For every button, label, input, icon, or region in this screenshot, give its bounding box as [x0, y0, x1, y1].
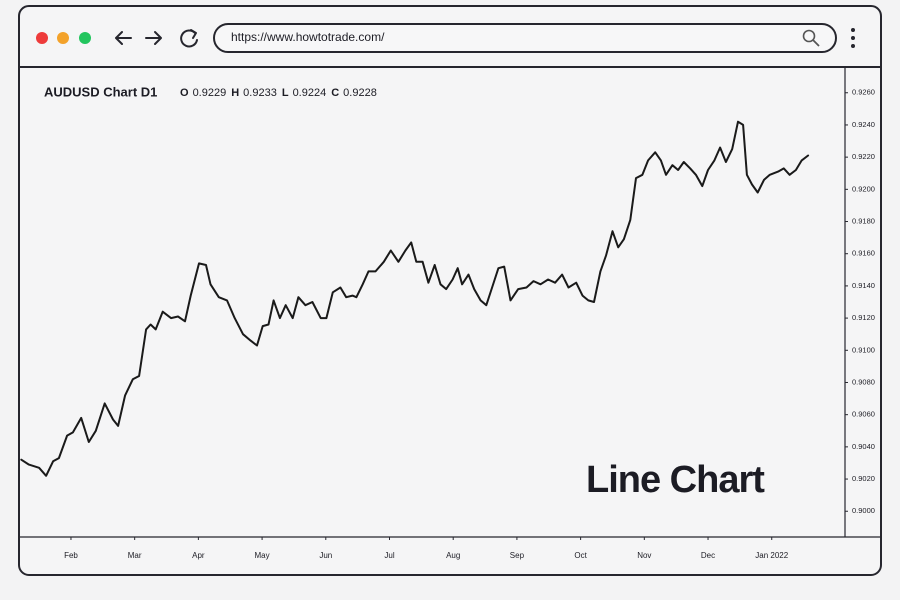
x-tick-label: Jul [384, 551, 394, 560]
forward-button[interactable] [145, 31, 162, 45]
chart-title: AUDUSD Chart D1 [44, 84, 157, 99]
y-tick-label: 0.9180 [852, 217, 875, 226]
ohlc-value: 0.9228 [343, 87, 377, 99]
search-lens [802, 29, 816, 43]
y-tick-label: 0.9240 [852, 120, 875, 129]
x-tick-label: Apr [192, 551, 205, 560]
x-tick-label: Jun [319, 551, 332, 560]
y-tick-label: 0.9260 [852, 88, 875, 97]
y-tick-label: 0.9120 [852, 313, 875, 322]
ohlc-value: 0.9229 [193, 87, 227, 99]
x-tick-label: Jan 2022 [755, 551, 788, 560]
annotation: Line Chart [586, 459, 765, 501]
url: https://www.howtotrade.com/ [231, 30, 385, 44]
y-tick-label: 0.9160 [852, 249, 875, 258]
y-tick-label: 0.9000 [852, 506, 875, 515]
search-icon[interactable] [802, 29, 820, 47]
x-tick-label: Dec [701, 551, 715, 560]
close-button[interactable] [36, 32, 48, 44]
ohlc-key: O [180, 87, 189, 99]
price-line [20, 120, 810, 477]
x-tick-label: Aug [446, 551, 460, 560]
x-tick-label: Mar [128, 551, 142, 560]
ohlc-key: L [282, 87, 289, 99]
address-bar[interactable] [213, 23, 837, 53]
maximize-button[interactable] [79, 32, 91, 44]
x-tick-label: Nov [637, 551, 651, 560]
y-tick-label: 0.9040 [852, 442, 875, 451]
reload-button[interactable] [180, 29, 198, 48]
minimize-button[interactable] [57, 32, 69, 44]
y-tick-label: 0.9020 [852, 474, 875, 483]
ohlc-key: H [231, 87, 239, 99]
ohlc-key: C [331, 87, 339, 99]
x-tick-label: May [255, 551, 270, 560]
y-tick-label: 0.9220 [852, 152, 875, 161]
y-tick-label: 0.9140 [852, 281, 875, 290]
reload-icon [180, 29, 198, 48]
menu-dot [851, 44, 855, 48]
reload-arrow [190, 29, 197, 39]
x-tick-label: Feb [64, 551, 78, 560]
y-tick-label: 0.9060 [852, 410, 875, 419]
ohlc-value: 0.9233 [243, 87, 277, 99]
search-handle [812, 39, 820, 47]
back-button[interactable] [115, 31, 132, 45]
y-tick-label: 0.9200 [852, 184, 875, 193]
x-tick-label: Oct [574, 551, 587, 560]
menu-dot [851, 36, 855, 40]
menu-button[interactable] [851, 28, 855, 48]
ohlc-value: 0.9224 [293, 87, 327, 99]
y-tick-label: 0.9100 [852, 345, 875, 354]
menu-dot [851, 28, 855, 32]
x-tick-label: Sep [510, 551, 525, 560]
browser-window [18, 5, 882, 576]
y-tick-label: 0.9080 [852, 377, 875, 386]
